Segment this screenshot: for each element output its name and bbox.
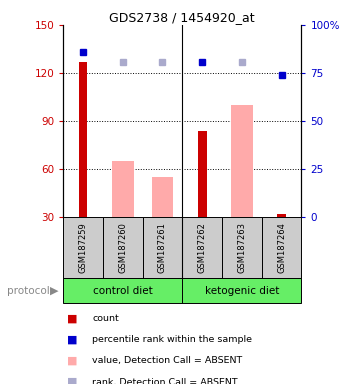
Bar: [182, 217, 222, 278]
Bar: [262, 217, 301, 278]
Text: GSM187259: GSM187259: [79, 222, 87, 273]
Text: rank, Detection Call = ABSENT: rank, Detection Call = ABSENT: [92, 377, 238, 384]
Bar: [143, 217, 182, 278]
Text: ketogenic diet: ketogenic diet: [205, 286, 279, 296]
Text: ■: ■: [67, 314, 77, 324]
Text: ■: ■: [67, 377, 77, 384]
Text: value, Detection Call = ABSENT: value, Detection Call = ABSENT: [92, 356, 242, 366]
Bar: [152, 177, 173, 265]
Text: ▶: ▶: [50, 286, 58, 296]
Text: ■: ■: [67, 335, 77, 345]
Bar: [103, 217, 143, 278]
Text: GSM187260: GSM187260: [118, 222, 127, 273]
Text: ■: ■: [67, 356, 77, 366]
Text: count: count: [92, 314, 119, 323]
Text: GSM187261: GSM187261: [158, 222, 167, 273]
Bar: [112, 161, 134, 265]
Bar: [231, 105, 253, 265]
Bar: [277, 214, 286, 265]
Text: protocol: protocol: [7, 286, 50, 296]
Bar: [63, 278, 182, 303]
Bar: [79, 62, 87, 265]
Text: control diet: control diet: [93, 286, 153, 296]
Text: percentile rank within the sample: percentile rank within the sample: [92, 335, 252, 344]
Title: GDS2738 / 1454920_at: GDS2738 / 1454920_at: [109, 11, 255, 24]
Text: GSM187264: GSM187264: [277, 222, 286, 273]
Bar: [222, 217, 262, 278]
Bar: [63, 217, 103, 278]
Text: GSM187262: GSM187262: [198, 222, 206, 273]
Text: GSM187263: GSM187263: [238, 222, 246, 273]
Bar: [182, 278, 301, 303]
Bar: [198, 131, 206, 265]
